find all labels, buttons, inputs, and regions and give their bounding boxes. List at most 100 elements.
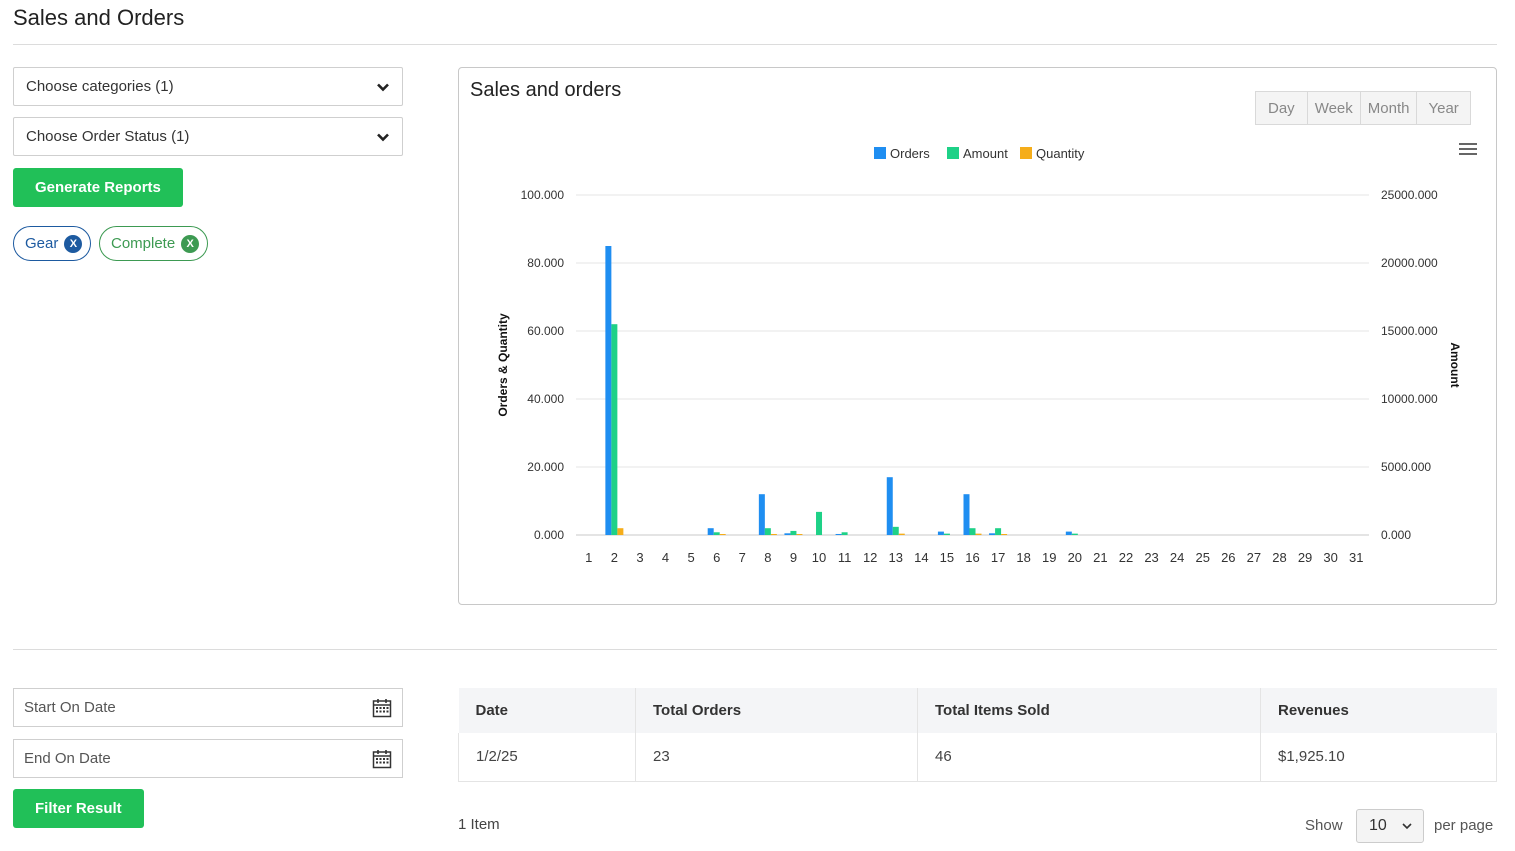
bar-amount xyxy=(790,530,797,535)
order-status-select[interactable]: Choose Order Status (1) xyxy=(13,117,403,156)
x-tick-label: 27 xyxy=(1247,550,1261,565)
bar-quantity xyxy=(796,534,803,535)
bar-orders xyxy=(1065,531,1072,535)
report-table: Date Total Orders Total Items Sold Reven… xyxy=(458,688,1497,782)
bar-amount xyxy=(943,533,950,535)
column-header-total-items-sold[interactable]: Total Items Sold xyxy=(917,688,1261,733)
x-tick-label: 7 xyxy=(739,550,746,565)
table-row: 1/2/25 23 46 $1,925.10 xyxy=(458,733,1497,782)
x-tick-label: 4 xyxy=(662,550,669,565)
remove-chip-button[interactable]: X xyxy=(181,234,200,253)
remove-chip-button[interactable]: X xyxy=(64,234,83,253)
filter-chip-gear: Gear X xyxy=(13,226,92,261)
bar-orders xyxy=(937,531,944,535)
categories-select[interactable]: Choose categories (1) xyxy=(13,67,403,106)
bar-orders xyxy=(835,533,842,535)
chevron-down-icon xyxy=(377,133,389,141)
bar-quantity xyxy=(617,528,624,535)
filter-chip-complete: Complete X xyxy=(99,226,209,261)
chart-title: Sales and orders xyxy=(470,79,622,101)
column-header-revenues[interactable]: Revenues xyxy=(1260,688,1497,733)
legend-item: Amount xyxy=(963,146,1008,161)
cell-revenues: $1,925.10 xyxy=(1260,733,1497,782)
bar-quantity xyxy=(898,533,905,535)
legend-swatch xyxy=(1020,147,1032,159)
x-tick-label: 2 xyxy=(611,550,618,565)
filter-result-button[interactable]: Filter Result xyxy=(13,789,144,828)
chip-label: Complete xyxy=(111,235,176,252)
bar-orders xyxy=(605,246,612,535)
order-status-select-label: Choose Order Status (1) xyxy=(26,128,190,145)
bar-amount xyxy=(892,526,899,535)
y-right-tick-label: 20000.000 xyxy=(1381,256,1438,270)
bar-amount xyxy=(713,532,720,535)
calendar-icon[interactable] xyxy=(372,698,392,718)
chart-panel: Sales and orders Day Week Month Year 0.0… xyxy=(458,67,1497,605)
y-left-axis-title: Orders & Quantity xyxy=(496,313,510,417)
x-tick-label: 16 xyxy=(965,550,979,565)
start-date-placeholder: Start On Date xyxy=(24,699,116,716)
end-date-input[interactable]: End On Date xyxy=(13,739,403,778)
bar-orders xyxy=(707,528,714,535)
bar-orders xyxy=(886,477,893,535)
chip-label: Gear xyxy=(25,235,59,252)
bar-quantity xyxy=(1001,534,1008,535)
x-tick-label: 25 xyxy=(1195,550,1209,565)
bar-amount xyxy=(764,528,771,535)
chevron-down-icon xyxy=(377,83,389,91)
bar-quantity xyxy=(770,533,777,535)
y-right-tick-label: 0.000 xyxy=(1381,528,1411,542)
period-month-button[interactable]: Month xyxy=(1360,92,1418,124)
y-left-tick-label: 20.000 xyxy=(527,460,564,474)
x-tick-label: 9 xyxy=(790,550,797,565)
header-divider xyxy=(13,44,1497,45)
y-left-tick-label: 100.000 xyxy=(521,188,565,202)
start-date-input[interactable]: Start On Date xyxy=(13,688,403,727)
x-tick-label: 18 xyxy=(1016,550,1030,565)
bar-orders xyxy=(784,533,791,535)
x-tick-label: 24 xyxy=(1170,550,1184,565)
y-left-tick-label: 0.000 xyxy=(534,528,564,542)
y-left-tick-label: 60.000 xyxy=(527,324,564,338)
bar-amount xyxy=(841,532,848,535)
y-right-tick-label: 10000.000 xyxy=(1381,392,1438,406)
y-right-tick-label: 5000.000 xyxy=(1381,460,1431,474)
column-header-date[interactable]: Date xyxy=(458,688,636,733)
legend-swatch xyxy=(947,147,959,159)
period-week-button[interactable]: Week xyxy=(1307,92,1361,124)
period-toggle-group: Day Week Month Year xyxy=(1255,91,1471,125)
legend-item: Quantity xyxy=(1036,146,1085,161)
x-tick-label: 30 xyxy=(1323,550,1337,565)
cell-total-orders: 23 xyxy=(635,733,918,782)
generate-reports-button[interactable]: Generate Reports xyxy=(13,168,183,207)
chevron-down-icon xyxy=(1402,823,1412,830)
legend-item: Orders xyxy=(890,146,930,161)
table-header-row: Date Total Orders Total Items Sold Reven… xyxy=(458,688,1497,733)
bar-orders xyxy=(758,494,765,535)
column-header-total-orders[interactable]: Total Orders xyxy=(635,688,918,733)
bar-amount xyxy=(816,511,823,535)
chart-menu-icon[interactable] xyxy=(1459,143,1477,157)
x-tick-label: 29 xyxy=(1298,550,1312,565)
x-tick-label: 20 xyxy=(1068,550,1082,565)
categories-select-label: Choose categories (1) xyxy=(26,78,174,95)
x-tick-label: 17 xyxy=(991,550,1005,565)
x-tick-label: 15 xyxy=(940,550,954,565)
calendar-icon[interactable] xyxy=(372,749,392,769)
period-year-button[interactable]: Year xyxy=(1417,92,1470,124)
bar-orders xyxy=(989,533,996,535)
bar-quantity xyxy=(975,533,982,535)
per-page-value: 10 xyxy=(1369,817,1387,834)
y-left-tick-label: 40.000 xyxy=(527,392,564,406)
bar-amount xyxy=(995,528,1002,535)
cell-total-items-sold: 46 xyxy=(917,733,1261,782)
x-tick-label: 3 xyxy=(636,550,643,565)
period-day-button[interactable]: Day xyxy=(1256,92,1308,124)
per-page-select[interactable]: 10 xyxy=(1356,809,1424,843)
x-tick-label: 28 xyxy=(1272,550,1286,565)
x-tick-label: 26 xyxy=(1221,550,1235,565)
sales-orders-chart: 0.000 0.000 20.000 5000.000 40.000 10000.000 6… xyxy=(496,146,1462,565)
bar-amount xyxy=(1071,533,1078,535)
y-left-tick-label: 80.000 xyxy=(527,256,564,270)
bar-quantity xyxy=(719,534,726,535)
